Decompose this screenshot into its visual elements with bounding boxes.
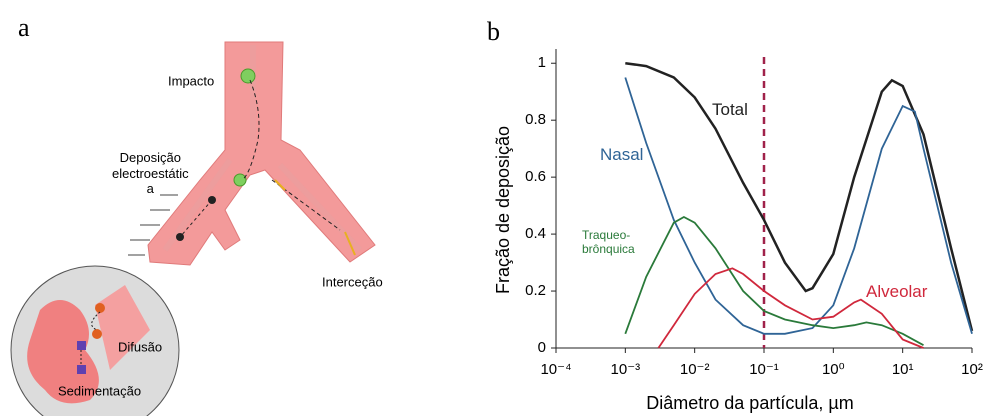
panel-letter: a	[18, 13, 30, 42]
series-label: Alveolar	[866, 282, 928, 301]
label: Difusão	[118, 339, 162, 354]
series-line	[624, 77, 973, 335]
x-tick-label: 10⁻¹	[749, 361, 779, 378]
label: Interceção	[322, 274, 383, 289]
x-tick-label: 10²	[961, 361, 983, 378]
y-tick-label: 0.6	[525, 168, 546, 185]
series-label: Total	[712, 100, 748, 119]
series-line	[657, 267, 924, 349]
y-tick-label: 0.2	[525, 282, 546, 299]
x-tick-label: 10⁻²	[680, 361, 710, 378]
y-tick-label: 0.4	[525, 225, 546, 242]
series-label: Traqueo- brônquica	[582, 228, 635, 257]
y-tick-label: 0	[538, 339, 546, 356]
series-label: Nasal	[600, 145, 644, 164]
panel-letter: b	[487, 17, 500, 46]
label: Sedimentação	[58, 383, 141, 398]
x-tick-label: 10⁰	[822, 361, 845, 378]
label: Impacto	[168, 73, 214, 88]
label: Deposição electroestátic a	[112, 150, 189, 197]
x-axis-label: Diâmetro da partícula, µm	[646, 393, 853, 413]
x-tick-label: 10⁻⁴	[540, 361, 571, 378]
x-tick-label: 10¹	[892, 361, 914, 378]
series-line	[624, 215, 924, 346]
y-tick-label: 0.8	[525, 111, 546, 128]
y-tick-label: 1	[538, 54, 546, 71]
airway	[10, 41, 376, 416]
x-tick-label: 10⁻³	[611, 361, 641, 378]
series-line	[625, 61, 974, 332]
y-axis-label: Fração de deposição	[493, 126, 513, 294]
